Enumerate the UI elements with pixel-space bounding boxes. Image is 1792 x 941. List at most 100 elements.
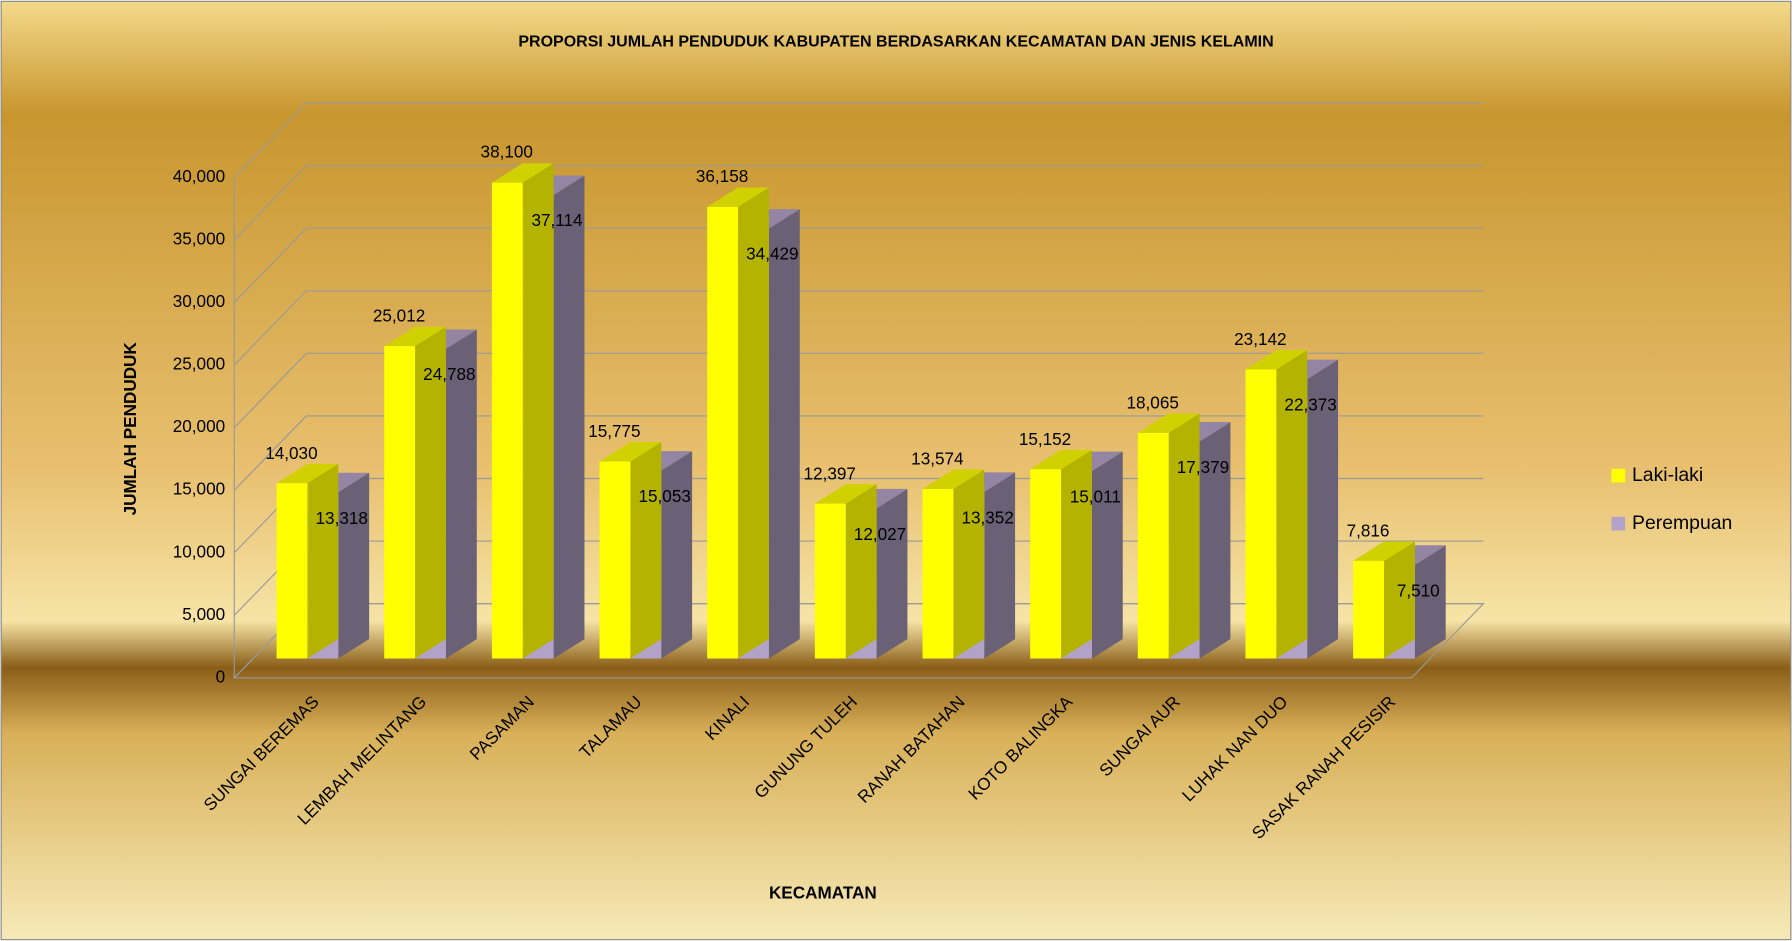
- bar-top: [922, 469, 985, 489]
- legend-swatch: [1611, 516, 1626, 531]
- bar-side: [984, 472, 1016, 659]
- bar-top: [814, 484, 877, 504]
- bar-top: [1353, 541, 1415, 561]
- data-label: 34,429: [746, 244, 798, 264]
- bar: [491, 163, 554, 659]
- bar-side: [1414, 545, 1446, 659]
- bar-side: [1276, 350, 1308, 659]
- bar-front: [276, 483, 308, 659]
- legend-label: Laki-laki: [1632, 464, 1703, 486]
- bar-side: [1307, 359, 1339, 659]
- bar-side: [445, 329, 477, 659]
- bar-front: [491, 182, 523, 659]
- bar: [1030, 449, 1092, 659]
- bar: [707, 187, 769, 659]
- data-label: 7,816: [1347, 521, 1390, 541]
- data-label: 13,318: [316, 508, 368, 528]
- bar-side: [1168, 413, 1200, 659]
- bar-side: [1384, 541, 1415, 659]
- bar: [599, 442, 662, 659]
- data-label: 15,053: [638, 486, 690, 506]
- data-label: 18,065: [1126, 392, 1178, 412]
- grid-line: [233, 352, 1484, 429]
- grid-line: [233, 102, 1484, 178]
- bar: [1353, 541, 1415, 659]
- bar-front: [1030, 469, 1062, 659]
- chart-title: PROPORSI JUMLAH PENDUDUK KABUPATEN BERDA…: [518, 34, 1273, 51]
- y-axis-title: JUMLAH PENDUDUK: [120, 342, 140, 516]
- bar-side: [1091, 451, 1123, 659]
- bar-side: [1061, 449, 1092, 659]
- data-label: 12,027: [854, 524, 906, 544]
- y-tick-label: 20,000: [173, 416, 225, 436]
- bar: [922, 469, 985, 659]
- bar-front: [707, 206, 739, 659]
- bar-side: [553, 175, 585, 659]
- data-label: 38,100: [481, 142, 533, 162]
- bar: [814, 484, 877, 659]
- bar-side: [415, 326, 446, 659]
- bar-side: [768, 209, 800, 659]
- bar-side: [307, 463, 339, 659]
- bar-side: [522, 163, 554, 659]
- data-label: 36,158: [696, 166, 748, 186]
- bar-side: [845, 484, 877, 659]
- bar-side: [661, 451, 693, 659]
- grid-line: [233, 165, 1484, 241]
- legend-swatch: [1611, 468, 1626, 483]
- bar-side: [876, 488, 908, 659]
- bar-side: [738, 187, 769, 659]
- data-label: 25,012: [373, 305, 425, 325]
- data-label: 17,379: [1177, 457, 1229, 477]
- data-label: 13,352: [961, 507, 1013, 527]
- y-tick-label: 40,000: [173, 166, 225, 186]
- bar-side: [1199, 422, 1231, 659]
- data-label: 14,030: [265, 443, 317, 463]
- bar-side: [630, 442, 662, 659]
- data-label: 15,011: [1070, 487, 1121, 507]
- bar: [384, 326, 446, 659]
- data-label: 22,373: [1284, 394, 1336, 414]
- bar-front: [384, 346, 416, 659]
- grid-line: [233, 227, 1484, 303]
- bar-top: [1137, 413, 1200, 433]
- bar-front: [599, 461, 631, 659]
- bar-top: [276, 463, 339, 484]
- y-tick-label: 30,000: [173, 291, 225, 311]
- bar-top: [491, 163, 554, 183]
- grid-line: [233, 415, 1484, 491]
- data-label: 24,788: [423, 364, 475, 384]
- bar-front: [814, 503, 846, 659]
- bar: [1245, 350, 1308, 659]
- data-label: 23,142: [1234, 329, 1286, 349]
- grid-line: [233, 290, 1484, 366]
- y-tick-label: 15,000: [173, 479, 225, 499]
- data-label: 15,152: [1019, 429, 1071, 449]
- bar-top: [707, 187, 769, 207]
- data-label: 13,574: [911, 449, 964, 469]
- bar: [1137, 413, 1200, 659]
- data-label: 37,114: [531, 210, 583, 230]
- y-tick-label: 25,000: [173, 354, 225, 374]
- y-tick-label: 5,000: [182, 604, 225, 624]
- bar-top: [1030, 449, 1092, 470]
- legend-label: Perempuan: [1632, 512, 1732, 534]
- bar: [276, 463, 339, 659]
- y-tick-label: 0: [216, 666, 226, 686]
- bar-front: [1245, 369, 1277, 659]
- bar-side: [953, 469, 985, 659]
- y-tick-label: 10,000: [173, 541, 225, 561]
- bar-top: [599, 442, 662, 462]
- data-label: 12,397: [804, 463, 856, 483]
- data-label: 15,775: [588, 421, 640, 441]
- bar-front: [922, 488, 954, 659]
- y-tick-label: 35,000: [173, 228, 225, 248]
- bar-top: [1245, 350, 1308, 370]
- bar-top: [384, 326, 446, 347]
- data-label: 7,510: [1397, 580, 1440, 600]
- bar-front: [1353, 560, 1384, 659]
- bar-side: [338, 472, 370, 659]
